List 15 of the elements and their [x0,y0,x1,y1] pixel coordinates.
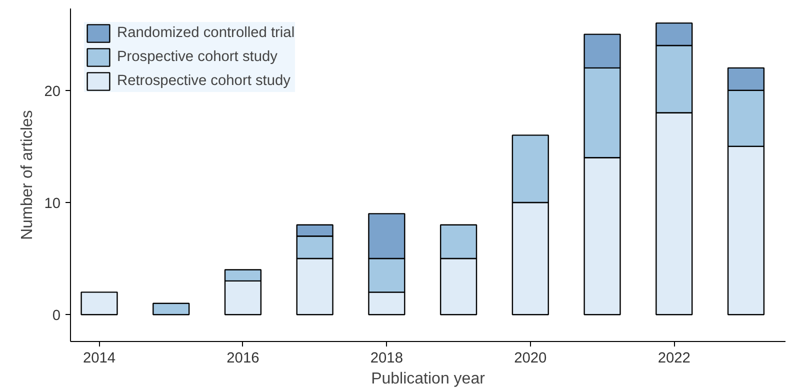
x-tick-label: 2018 [370,350,403,366]
bar [80,292,118,316]
x-tick-label: 2016 [226,350,260,366]
legend-label: Randomized controlled trial [117,25,295,41]
y-tick-label: 10 [44,196,61,212]
y-axis-title: Number of articles [19,110,36,240]
legend-label: Retrospective cohort study [117,73,291,89]
y-tick-label: 0 [52,308,61,324]
x-tick-label: 2022 [658,350,690,366]
legend-label: Prospective cohort study [117,49,278,65]
bar [152,302,190,316]
y-tick-label: 20 [44,84,61,100]
x-axis-title: Publication year [371,370,486,388]
x-tick-label: 2020 [514,350,547,366]
x-tick-label: 2014 [82,350,116,366]
